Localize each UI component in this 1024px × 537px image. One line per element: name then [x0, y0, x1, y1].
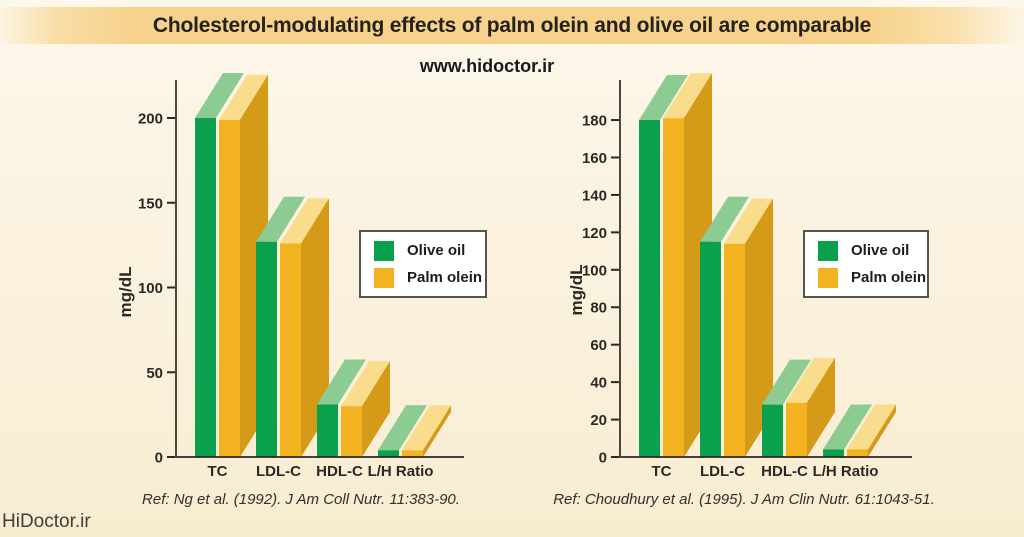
svg-text:50: 50	[146, 365, 163, 382]
olive-oil-swatch	[818, 240, 838, 261]
svg-text:L/H Ratio: L/H Ratio	[813, 463, 879, 480]
svg-text:100: 100	[582, 262, 607, 279]
svg-text:LDL-C: LDL-C	[700, 463, 745, 480]
legend-label-olive-oil: Olive oil	[851, 242, 910, 259]
watermark: HiDoctor.ir	[2, 511, 91, 532]
title-band: Cholesterol-modulating effects of palm o…	[0, 7, 1024, 44]
legend-item-palm-olein: Palm olein	[818, 267, 927, 288]
legend-label-olive-oil: Olive oil	[407, 242, 466, 259]
legend-label-palm-olein: Palm olein	[851, 269, 927, 286]
palm-olein-swatch	[818, 267, 838, 288]
svg-text:TC: TC	[652, 463, 672, 480]
reference-citation-left: Ref: Ng et al. (1992). J Am Coll Nutr. 1…	[142, 491, 460, 508]
svg-text:140: 140	[582, 187, 607, 204]
svg-text:200: 200	[138, 111, 163, 128]
y-axis-label-right: mg/dL	[567, 264, 586, 316]
svg-text:HDL-C: HDL-C	[316, 463, 363, 480]
svg-text:0: 0	[599, 450, 607, 467]
legend-item-olive-oil: Olive oil	[374, 240, 485, 261]
svg-text:0: 0	[155, 450, 163, 467]
svg-text:160: 160	[582, 150, 607, 167]
svg-text:HDL-C: HDL-C	[761, 463, 808, 480]
legend-label-palm-olein: Palm olein	[407, 269, 483, 286]
svg-text:100: 100	[138, 280, 163, 297]
chart-0: 0 50 100 150 200 TC LDL-C HDL-C L/H Ratio	[138, 73, 464, 480]
svg-text:120: 120	[582, 225, 607, 242]
svg-text:60: 60	[590, 337, 607, 354]
legend-item-olive-oil: Olive oil	[818, 240, 927, 261]
legend-right: Olive oil Palm olein	[803, 230, 929, 298]
svg-text:150: 150	[138, 195, 163, 212]
chart-1: 0 20 40 60 80 100 120 140 160 180 TC LDL-C HDL-C L/H …	[582, 73, 912, 480]
svg-text:40: 40	[590, 375, 607, 392]
svg-text:LDL-C: LDL-C	[256, 463, 301, 480]
figure-title: Cholesterol-modulating effects of palm o…	[152, 13, 872, 37]
olive-oil-swatch	[374, 240, 394, 261]
reference-citation-right: Ref: Choudhury et al. (1995). J Am Clin …	[553, 491, 935, 508]
svg-text:20: 20	[590, 412, 607, 429]
legend-item-palm-olein: Palm olein	[374, 267, 485, 288]
palm-olein-swatch	[374, 267, 394, 288]
svg-text:180: 180	[582, 113, 607, 130]
site-url-subtitle: www.hidoctor.ir	[419, 56, 555, 76]
y-axis-label-left: mg/dL	[116, 266, 135, 318]
svg-text:TC: TC	[208, 463, 228, 480]
legend-left: Olive oil Palm olein	[359, 230, 487, 298]
svg-text:L/H Ratio: L/H Ratio	[368, 463, 434, 480]
svg-text:80: 80	[590, 300, 607, 317]
